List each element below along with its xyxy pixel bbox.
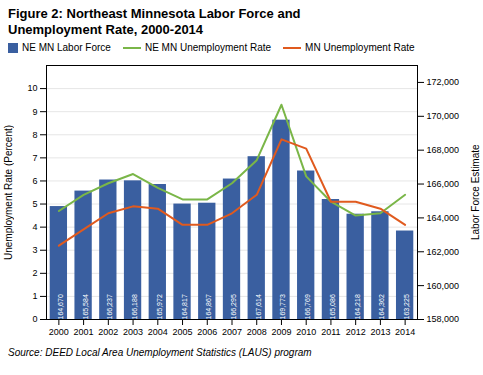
svg-text:166,188: 166,188: [131, 294, 138, 319]
svg-text:165,972: 165,972: [156, 294, 163, 319]
svg-text:2011: 2011: [321, 327, 340, 337]
svg-text:2007: 2007: [222, 327, 242, 337]
svg-text:0: 0: [32, 314, 37, 324]
svg-text:3: 3: [32, 245, 37, 255]
svg-text:158,000: 158,000: [427, 314, 460, 324]
svg-text:2: 2: [32, 268, 37, 278]
svg-text:7: 7: [32, 153, 37, 163]
svg-text:163,225: 163,225: [403, 294, 410, 319]
svg-text:169,773: 169,773: [279, 294, 286, 319]
svg-text:2014: 2014: [395, 327, 415, 337]
svg-text:160,000: 160,000: [427, 281, 460, 291]
svg-text:170,000: 170,000: [427, 111, 460, 121]
svg-text:162,000: 162,000: [427, 247, 460, 257]
svg-text:166,237: 166,237: [106, 294, 113, 319]
svg-text:2003: 2003: [123, 327, 143, 337]
svg-text:166,000: 166,000: [427, 179, 460, 189]
svg-text:2002: 2002: [98, 327, 118, 337]
svg-text:4: 4: [32, 222, 37, 232]
html-text:Source: DEED Local Area Unempl: Source: DEED Local Area Unemployment Sta…: [8, 347, 312, 358]
svg-text:5: 5: [32, 199, 37, 209]
svg-text:2009: 2009: [271, 327, 291, 337]
svg-text:165,584: 165,584: [82, 294, 89, 319]
svg-text:9: 9: [32, 107, 37, 117]
svg-text:2001: 2001: [74, 327, 94, 337]
svg-text:6: 6: [32, 176, 37, 186]
svg-text:1: 1: [32, 291, 37, 301]
svg-text:164,817: 164,817: [181, 294, 188, 319]
svg-text:2008: 2008: [247, 327, 267, 337]
html-text:Unemployment Rate (Percent): Unemployment Rate (Percent): [3, 124, 14, 260]
html-text:NE MN Labor Force: NE MN Labor Force: [22, 42, 111, 53]
svg-text:167,614: 167,614: [255, 294, 262, 319]
svg-text:2005: 2005: [173, 327, 193, 337]
svg-text:164,218: 164,218: [354, 294, 361, 319]
html-text:Figure 2: Northeast Minnesota: Figure 2: Northeast Minnesota Labor Forc…: [8, 6, 301, 37]
svg-text:2012: 2012: [346, 327, 366, 337]
svg-text:2013: 2013: [370, 327, 390, 337]
svg-text:2010: 2010: [296, 327, 316, 337]
html-text:NE MN Unemployment Rate: NE MN Unemployment Rate: [144, 42, 272, 53]
svg-text:172,000: 172,000: [427, 77, 460, 87]
svg-text:10: 10: [27, 83, 37, 93]
html-text:MN Unemployment Rate: MN Unemployment Rate: [305, 42, 415, 53]
svg-text:164,867: 164,867: [205, 294, 212, 319]
svg-text:168,000: 168,000: [427, 145, 460, 155]
svg-text:8: 8: [32, 130, 37, 140]
svg-text:2006: 2006: [197, 327, 217, 337]
svg-text:164,362: 164,362: [378, 294, 385, 319]
svg-text:164,000: 164,000: [427, 213, 460, 223]
svg-text:166,769: 166,769: [304, 294, 311, 319]
svg-text:2004: 2004: [148, 327, 168, 337]
svg-text:166,295: 166,295: [230, 294, 237, 319]
svg-text:2000: 2000: [49, 327, 69, 337]
html-text:Labor Force Estimate: Labor Force Estimate: [470, 144, 481, 240]
svg-text:164,670: 164,670: [57, 294, 64, 319]
svg-text:165,086: 165,086: [329, 294, 336, 319]
